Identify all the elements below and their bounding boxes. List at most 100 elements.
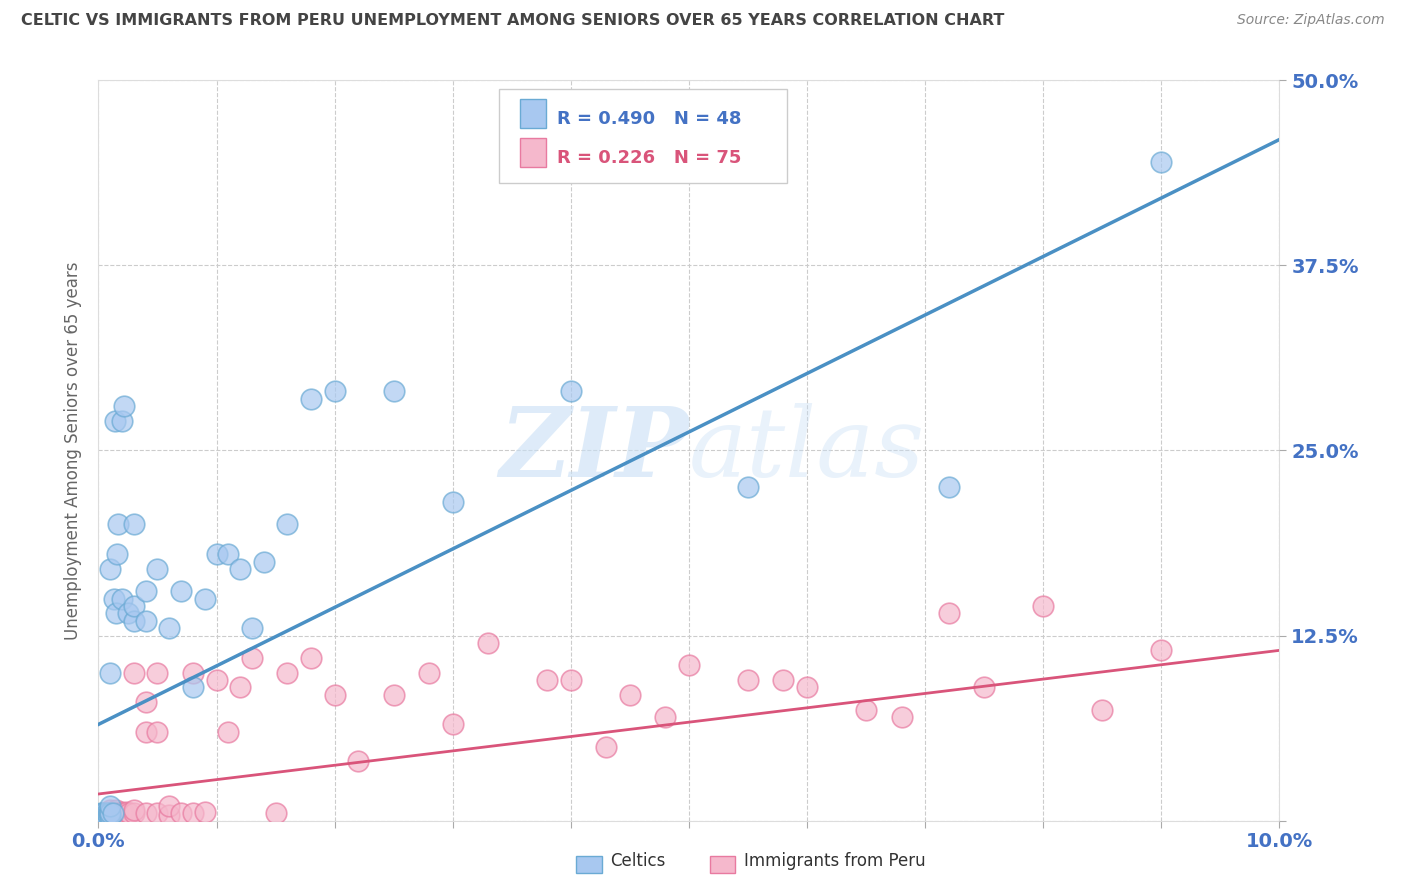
Point <box>98 806 121 821</box>
Point <box>93 809 115 823</box>
Point <box>96 806 118 821</box>
Point <box>94 809 117 823</box>
Point <box>98 665 121 680</box>
Point <box>654 710 676 724</box>
Point <box>595 739 617 754</box>
Point <box>93 807 115 822</box>
Point <box>170 806 193 821</box>
Point <box>98 807 121 822</box>
Point <box>105 547 128 561</box>
Point <box>217 724 239 739</box>
Point <box>122 599 145 613</box>
Point <box>229 562 252 576</box>
Point <box>382 384 405 399</box>
Point <box>98 809 121 823</box>
Point <box>112 399 135 413</box>
Point <box>441 495 464 509</box>
Point <box>418 665 440 680</box>
Point <box>181 665 204 680</box>
Point <box>973 681 995 695</box>
Point <box>91 807 114 822</box>
Point <box>299 392 322 406</box>
Point <box>105 607 128 621</box>
Point <box>107 517 129 532</box>
Point <box>347 755 370 769</box>
Point <box>91 806 114 821</box>
Point <box>122 614 145 628</box>
Point <box>98 807 121 822</box>
Point <box>382 688 405 702</box>
Point <box>205 547 228 561</box>
Point <box>253 555 276 569</box>
Point <box>938 480 960 494</box>
Point <box>103 806 125 821</box>
Point <box>323 688 346 702</box>
Point <box>98 806 121 821</box>
Point <box>146 562 169 576</box>
Text: Source: ZipAtlas.com: Source: ZipAtlas.com <box>1237 13 1385 28</box>
Point <box>276 665 298 680</box>
Point <box>737 480 759 494</box>
Point <box>97 807 120 822</box>
Point <box>157 807 180 822</box>
Point <box>477 636 499 650</box>
Point <box>90 807 112 822</box>
Point <box>146 665 169 680</box>
Point <box>103 591 125 606</box>
Point <box>157 621 180 635</box>
Point <box>111 414 134 428</box>
Point <box>117 607 139 621</box>
Point <box>98 809 121 823</box>
Point <box>122 665 145 680</box>
Point <box>772 673 794 687</box>
Point <box>97 809 120 823</box>
Point <box>240 650 263 665</box>
Point <box>91 809 114 823</box>
Point <box>135 614 157 628</box>
Point <box>536 673 558 687</box>
Point <box>91 809 114 823</box>
Point <box>560 384 582 399</box>
Point <box>101 807 124 822</box>
Point <box>98 798 121 813</box>
Point <box>91 809 114 823</box>
Point <box>135 806 157 821</box>
Point <box>105 803 128 817</box>
Text: CELTIC VS IMMIGRANTS FROM PERU UNEMPLOYMENT AMONG SENIORS OVER 65 YEARS CORRELAT: CELTIC VS IMMIGRANTS FROM PERU UNEMPLOYM… <box>21 13 1004 29</box>
Point <box>299 650 322 665</box>
Point <box>135 584 157 599</box>
Text: R = 0.490   N = 48: R = 0.490 N = 48 <box>557 110 741 128</box>
Point <box>264 806 287 821</box>
Point <box>93 807 115 822</box>
Point <box>111 591 134 606</box>
Point <box>118 806 141 821</box>
Point <box>890 710 912 724</box>
Point <box>678 658 700 673</box>
Point <box>796 681 818 695</box>
Point <box>560 673 582 687</box>
Point <box>737 673 759 687</box>
Point <box>98 562 121 576</box>
Point <box>240 621 263 635</box>
Point <box>181 681 204 695</box>
Point <box>107 806 129 821</box>
Point <box>276 517 298 532</box>
Point <box>112 806 135 821</box>
Point <box>104 805 127 819</box>
Point <box>98 803 121 817</box>
Point <box>135 695 157 709</box>
Point <box>101 806 124 821</box>
Text: Celtics: Celtics <box>610 852 665 870</box>
Text: ZIP: ZIP <box>499 403 689 498</box>
Point <box>90 806 112 821</box>
Point <box>105 807 128 822</box>
Point <box>441 717 464 731</box>
Point <box>135 724 157 739</box>
Point <box>181 806 204 821</box>
Point <box>1032 599 1054 613</box>
Point <box>619 688 641 702</box>
Point <box>122 803 145 817</box>
Point <box>323 384 346 399</box>
Point <box>205 673 228 687</box>
Point <box>122 517 145 532</box>
